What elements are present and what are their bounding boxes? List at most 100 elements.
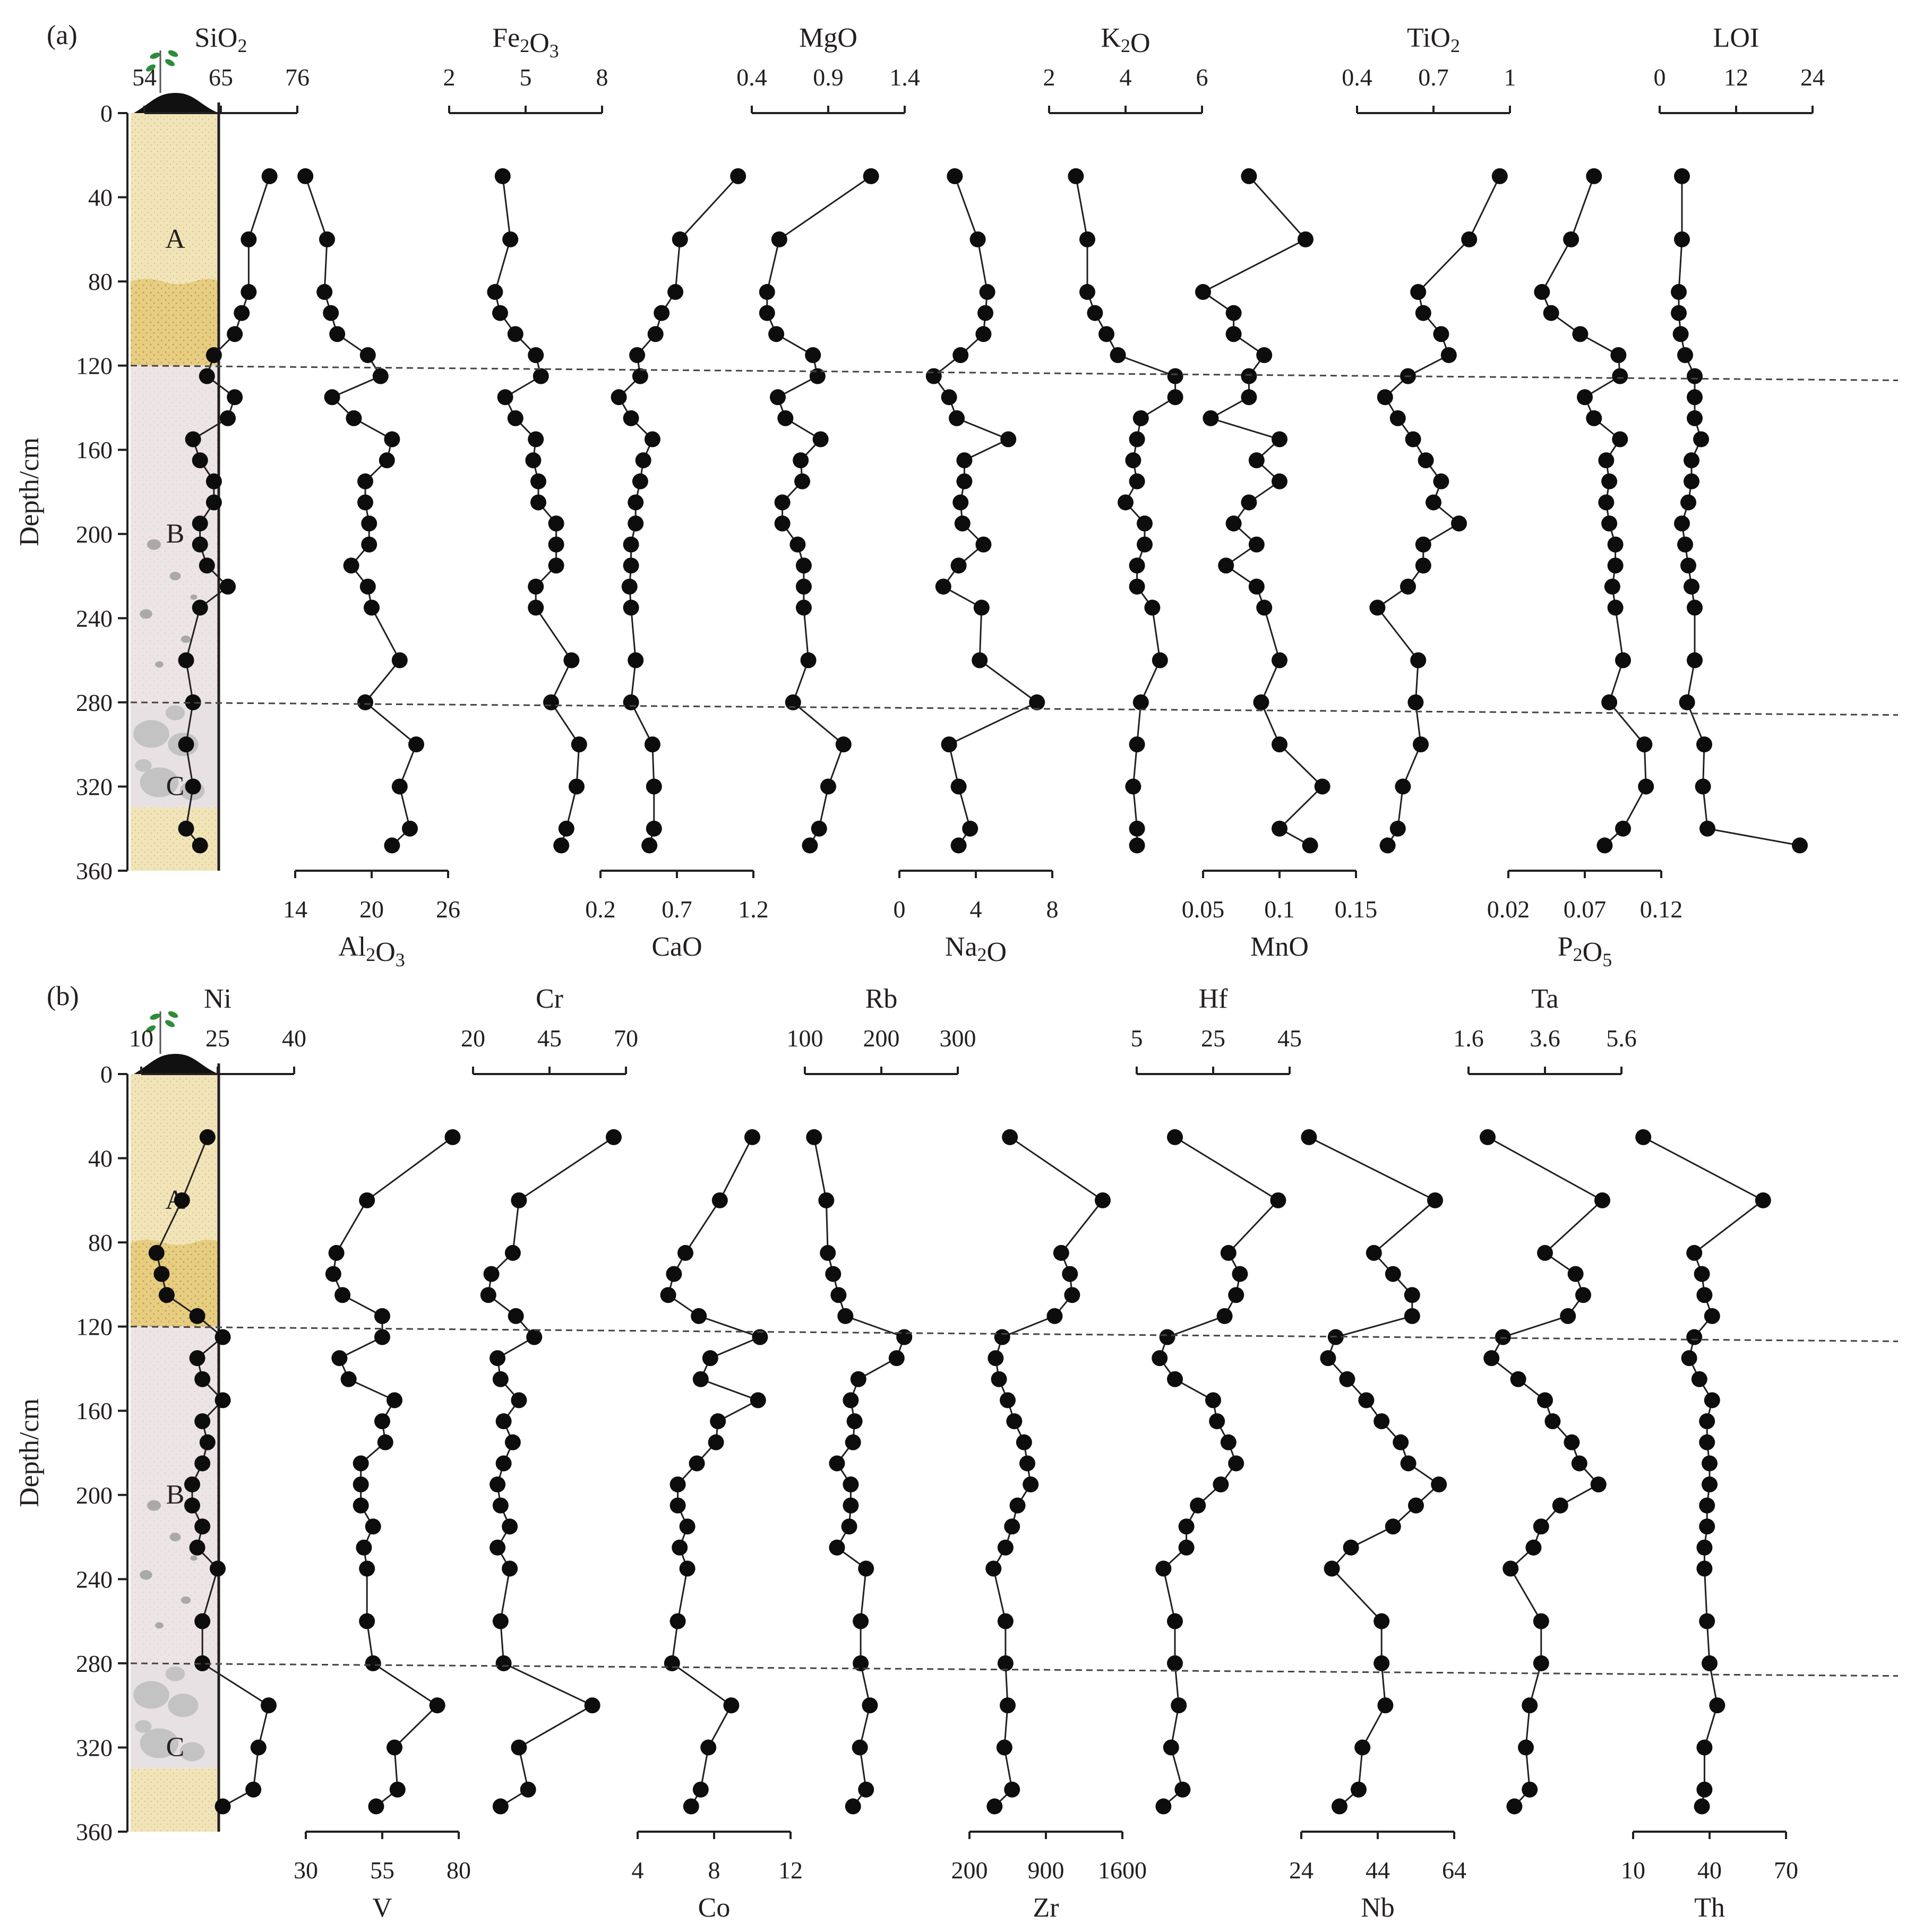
cr-point: [511, 1392, 527, 1409]
series-nb: 24 44 64 Nb: [1289, 1129, 1466, 1923]
cao-point: [628, 515, 644, 531]
ta-point: [1533, 1613, 1549, 1629]
co-point: [679, 1560, 696, 1577]
tio2-point: [1400, 578, 1416, 595]
cao-point: [623, 536, 639, 553]
horizon-label-c: C: [166, 1732, 185, 1762]
depth-tick-label: 160: [76, 1397, 113, 1424]
nb-tick-label: 44: [1366, 1857, 1390, 1884]
al2o3-point: [357, 494, 373, 511]
cr-point: [605, 1129, 622, 1145]
na2o-point: [956, 452, 973, 469]
al2o3-point: [297, 168, 314, 184]
gravel-clast: [140, 1728, 179, 1758]
al2o3-point: [343, 557, 359, 574]
cr-point: [508, 1308, 524, 1324]
tio2-point: [1395, 778, 1411, 795]
mno-point: [1225, 515, 1242, 531]
mno-point: [1302, 837, 1318, 854]
sio2-point: [241, 231, 257, 247]
sio2-tick-label: 65: [209, 64, 233, 91]
loi-point: [1693, 431, 1709, 448]
ta-point: [1594, 1192, 1610, 1208]
gravel-clast: [165, 1666, 185, 1681]
al2o3-point: [361, 536, 377, 553]
mgo-point: [805, 347, 821, 363]
nb-point: [1377, 1697, 1394, 1714]
p2o5-tick-label: 0.07: [1564, 896, 1607, 923]
co-point: [679, 1518, 696, 1535]
rb-point: [845, 1798, 861, 1815]
cr-point: [526, 1329, 543, 1345]
rb-point: [862, 1697, 878, 1714]
depth-axis-label: Depth/cm: [14, 1398, 45, 1507]
cao-tick-label: 0.7: [662, 896, 692, 923]
ta-point: [1518, 1739, 1534, 1756]
zr-point: [996, 1739, 1012, 1756]
gravel-clast: [169, 1533, 181, 1542]
mno-point: [1241, 168, 1257, 184]
k2o-tick-label: 4: [1120, 64, 1132, 91]
loi-point: [1695, 778, 1711, 795]
mgo-point: [769, 389, 786, 406]
gravel-clast: [181, 635, 191, 643]
sio2-point: [199, 557, 215, 574]
mgo-tick-label: 1.4: [889, 64, 920, 91]
cr-point: [502, 1560, 518, 1577]
hf-point: [1167, 1655, 1183, 1671]
gravel-clast: [179, 1742, 205, 1762]
sio2-point: [192, 599, 208, 616]
mno-point: [1241, 368, 1257, 384]
rb-point: [843, 1497, 859, 1514]
cao-point: [730, 168, 746, 184]
cao-point: [632, 473, 648, 490]
series-v: 30 55 80 V: [294, 1129, 471, 1923]
th-point: [1699, 1497, 1715, 1514]
k2o-point: [1118, 494, 1134, 511]
rb-tick-label: 300: [940, 1025, 976, 1052]
rb-point: [843, 1392, 859, 1409]
rb-point: [896, 1329, 913, 1345]
th-point: [1696, 1287, 1713, 1303]
ni-point: [245, 1781, 262, 1798]
ta-point: [1495, 1329, 1511, 1345]
sio2-point: [205, 494, 222, 511]
gravel-clast: [168, 1694, 199, 1718]
horizon-b-layer: [131, 365, 219, 702]
al2o3-point: [391, 652, 408, 668]
ni-point: [189, 1539, 205, 1556]
fe2o3-axis-title: Fe2O3: [492, 23, 559, 62]
cr-point: [495, 1655, 512, 1671]
hf-point: [1171, 1697, 1187, 1714]
sio2-point: [185, 694, 201, 710]
soil-surface-icon: [134, 1054, 219, 1074]
hf-point: [1178, 1539, 1195, 1556]
cr-point: [492, 1371, 509, 1387]
rb-point: [825, 1266, 842, 1282]
rb-point: [858, 1781, 874, 1798]
th-point: [1704, 1392, 1720, 1409]
mgo-point: [835, 736, 852, 753]
th-point: [1694, 1798, 1710, 1815]
p2o5-point: [1612, 368, 1628, 384]
hf-point: [1220, 1244, 1237, 1261]
zr-tick-label: 1600: [1098, 1857, 1147, 1884]
series-mgo: 0.4 0.9 1.4 MgO: [736, 23, 920, 854]
fe2o3-tick-label: 8: [596, 64, 608, 91]
fe2o3-point: [563, 652, 580, 668]
sio2-point: [234, 305, 250, 321]
th-line: [1643, 1136, 1765, 1807]
rb-point: [888, 1350, 905, 1367]
na2o-point: [935, 578, 951, 595]
zr-point: [1046, 1308, 1063, 1324]
cr-tick-label: 70: [614, 1025, 638, 1052]
co-point: [750, 1392, 766, 1409]
th-point: [1702, 1476, 1718, 1492]
sio2-point: [178, 820, 194, 837]
tio2-tick-label: 0.4: [1342, 64, 1372, 91]
p2o5-point: [1598, 494, 1615, 511]
rb-point: [850, 1371, 866, 1387]
mno-tick-label: 0.15: [1335, 896, 1378, 923]
zr-point: [997, 1539, 1014, 1556]
cao-point: [632, 368, 648, 384]
